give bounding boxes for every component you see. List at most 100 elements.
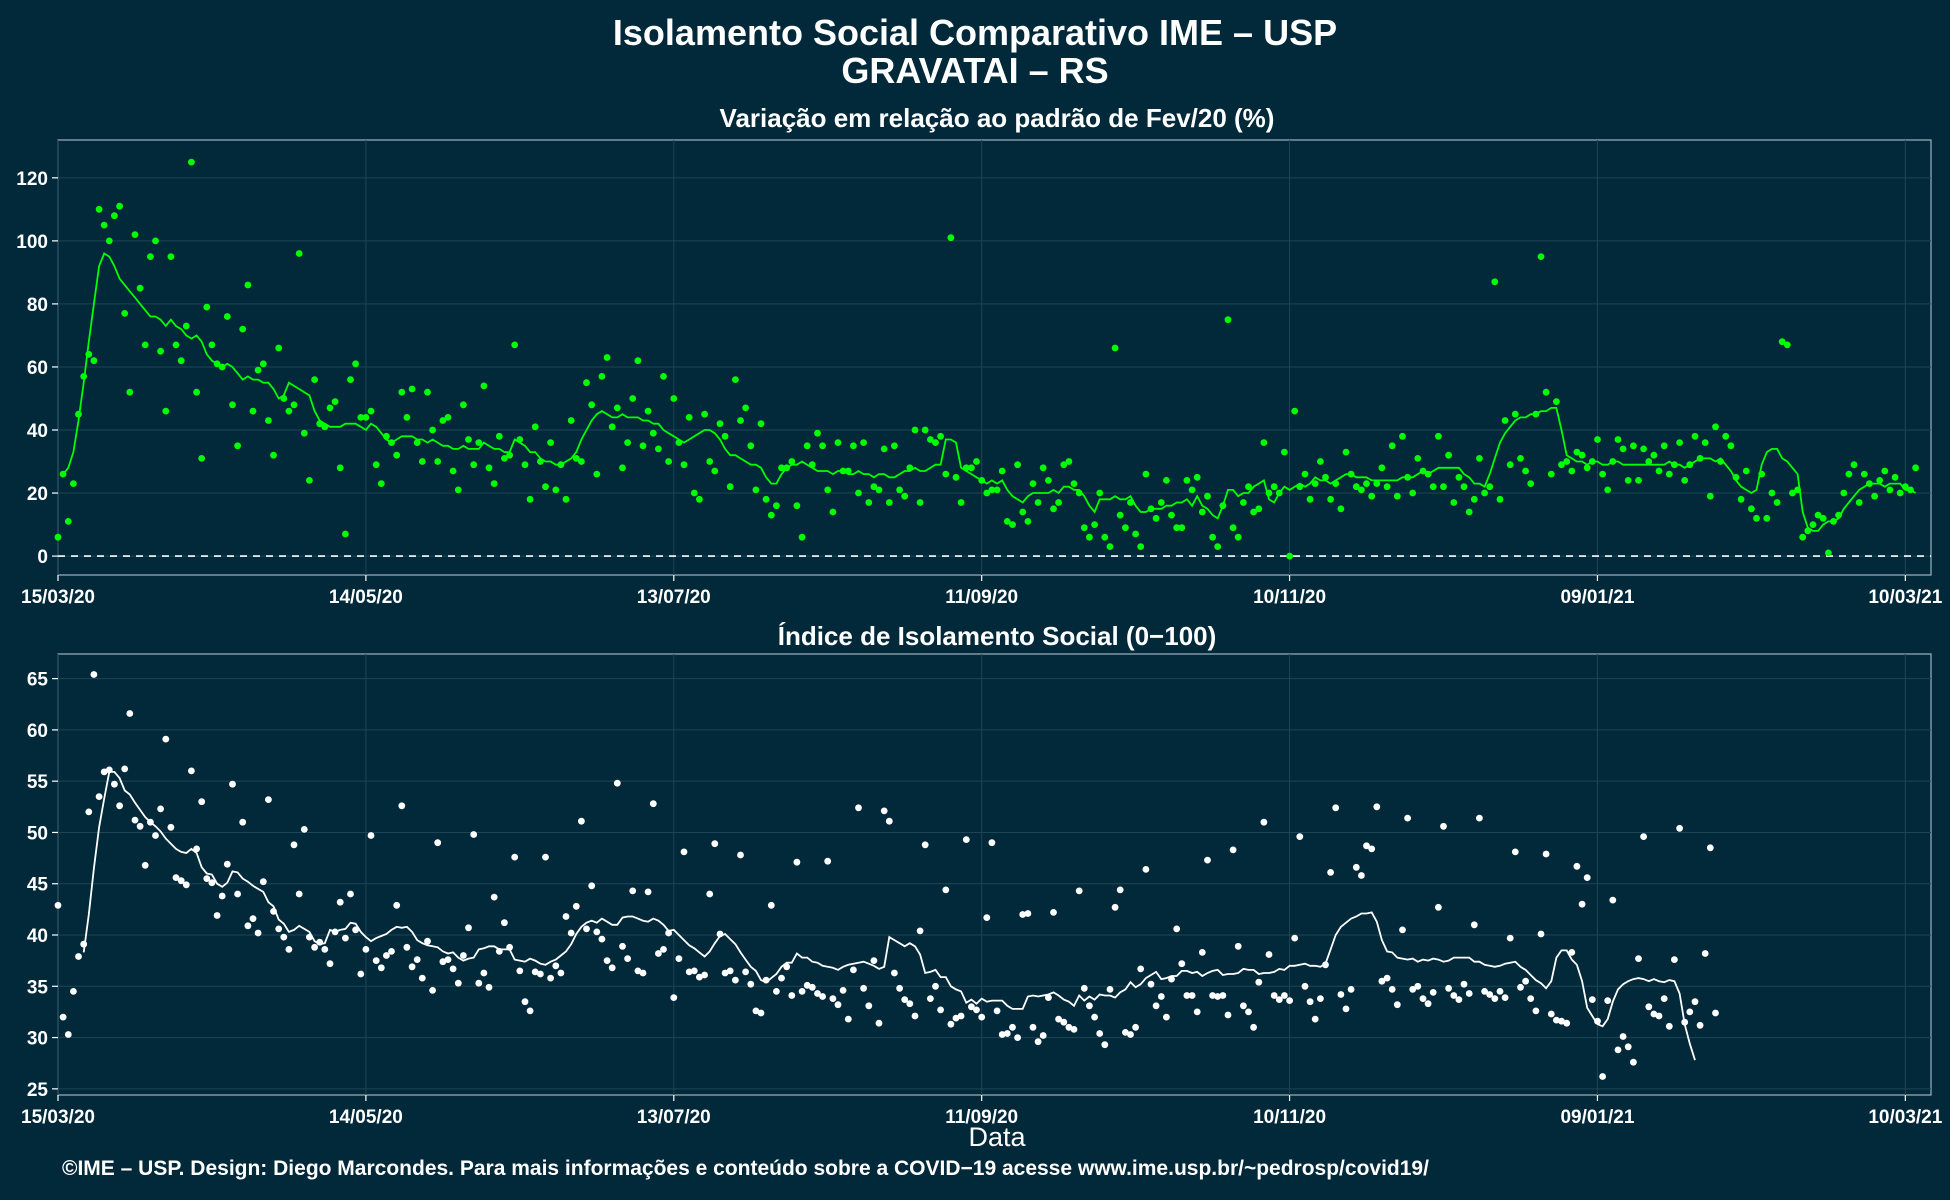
index-point-151 (829, 995, 837, 1002)
variation-point-34 (229, 401, 236, 409)
variation-point-13 (121, 310, 129, 317)
variation-point-148 (814, 429, 821, 437)
x-tick-label-3: 11/09/20 (945, 587, 1018, 608)
index-point-198 (1070, 1026, 1078, 1033)
y-tick-label-35: 35 (27, 977, 49, 998)
index-point-4 (75, 953, 82, 960)
variation-point-76 (444, 414, 452, 421)
variation-point-39 (254, 366, 262, 374)
index-point-158 (865, 1002, 873, 1010)
variation-point-331 (1753, 514, 1760, 522)
variation-point-138 (762, 495, 770, 503)
index-point-168 (916, 927, 924, 935)
index-point-177 (962, 836, 970, 843)
index-point-276 (1470, 921, 1478, 929)
index-point-208 (1122, 1029, 1129, 1036)
variation-point-28 (198, 455, 206, 462)
index-point-19 (152, 832, 159, 839)
index-point-207 (1116, 886, 1124, 894)
index-point-146 (803, 981, 811, 989)
index-point-236 (1265, 951, 1273, 958)
variation-point-310 (1645, 458, 1653, 465)
variation-point-71 (418, 458, 426, 465)
index-point-29 (203, 875, 211, 882)
variation-point-205 (1106, 543, 1114, 550)
variation-point-270 (1440, 483, 1447, 491)
x-tick-label-0: 15/03/20 (21, 1107, 95, 1128)
index-point-157 (860, 984, 867, 992)
index-point-308 (1635, 955, 1642, 962)
index-point-73 (429, 987, 436, 994)
variation-point-72 (424, 388, 431, 396)
variation-point-336 (1778, 338, 1786, 346)
index-point-245 (1311, 1015, 1319, 1023)
index-point-316 (1676, 824, 1683, 832)
index-point-80 (465, 924, 472, 932)
variation-point-41 (265, 417, 272, 424)
index-point-156 (855, 804, 862, 812)
variation-point-129 (716, 420, 724, 428)
variation-point-104 (588, 401, 596, 409)
index-point-267 (1424, 1000, 1432, 1008)
index-point-200 (1080, 984, 1088, 992)
y-tick-label-40: 40 (27, 926, 48, 947)
y-tick-label-0: 0 (37, 547, 48, 568)
index-point-270 (1440, 822, 1447, 830)
index-point-305 (1619, 1033, 1627, 1040)
index-point-192 (1039, 1032, 1047, 1039)
index-point-213 (1147, 980, 1155, 988)
y-tick-label-50: 50 (27, 823, 48, 844)
index-point-311 (1650, 1010, 1658, 1018)
variation-point-167 (911, 426, 919, 434)
variation-point-107 (603, 354, 611, 361)
index-point-263 (1404, 814, 1411, 822)
index-point-240 (1286, 997, 1293, 1004)
variation-point-240 (1286, 552, 1293, 560)
index-point-275 (1465, 990, 1473, 997)
index-point-259 (1383, 974, 1391, 982)
variation-point-202 (1091, 521, 1098, 528)
variation-point-8 (95, 205, 103, 213)
variation-point-174 (947, 234, 955, 242)
index-point-278 (1481, 988, 1488, 995)
index-point-78 (454, 979, 462, 987)
variation-point-329 (1742, 467, 1750, 475)
x-tick-label-2: 13/07/20 (637, 1107, 711, 1128)
variation-point-208 (1122, 524, 1129, 532)
variation-point-306 (1624, 477, 1632, 484)
variation-point-118 (660, 373, 667, 380)
variation-point-47 (295, 250, 303, 257)
variation-point-57 (347, 376, 354, 383)
variation-point-334 (1768, 489, 1776, 497)
index-point-154 (844, 1015, 852, 1023)
variation-point-282 (1501, 417, 1509, 424)
variation-point-290 (1542, 388, 1550, 396)
index-point-90 (516, 967, 524, 975)
index-point-265 (1414, 982, 1422, 990)
variation-point-234 (1255, 505, 1263, 513)
index-point-34 (229, 780, 236, 788)
index-point-2 (64, 1031, 72, 1038)
variation-point-61 (367, 407, 375, 415)
variation-point-99 (562, 495, 570, 503)
index-point-107 (603, 957, 611, 964)
index-point-186 (1009, 1023, 1016, 1031)
index-point-33 (223, 860, 231, 868)
variation-point-92 (526, 495, 534, 503)
variation-point-152 (834, 439, 842, 446)
variation-point-49 (306, 477, 313, 484)
index-point-199 (1075, 887, 1083, 895)
index-point-242 (1296, 833, 1304, 840)
index-point-144 (793, 858, 801, 866)
index-point-322 (1706, 844, 1714, 852)
variation-point-85 (490, 480, 498, 487)
variation-point-312 (1655, 467, 1663, 475)
index-point-225 (1209, 992, 1216, 999)
index-point-57 (347, 890, 354, 898)
variation-point-16 (136, 284, 144, 292)
variation-point-219 (1178, 524, 1186, 532)
variation-point-340 (1799, 533, 1807, 541)
variation-point-292 (1553, 398, 1560, 405)
variation-point-271 (1445, 451, 1452, 459)
